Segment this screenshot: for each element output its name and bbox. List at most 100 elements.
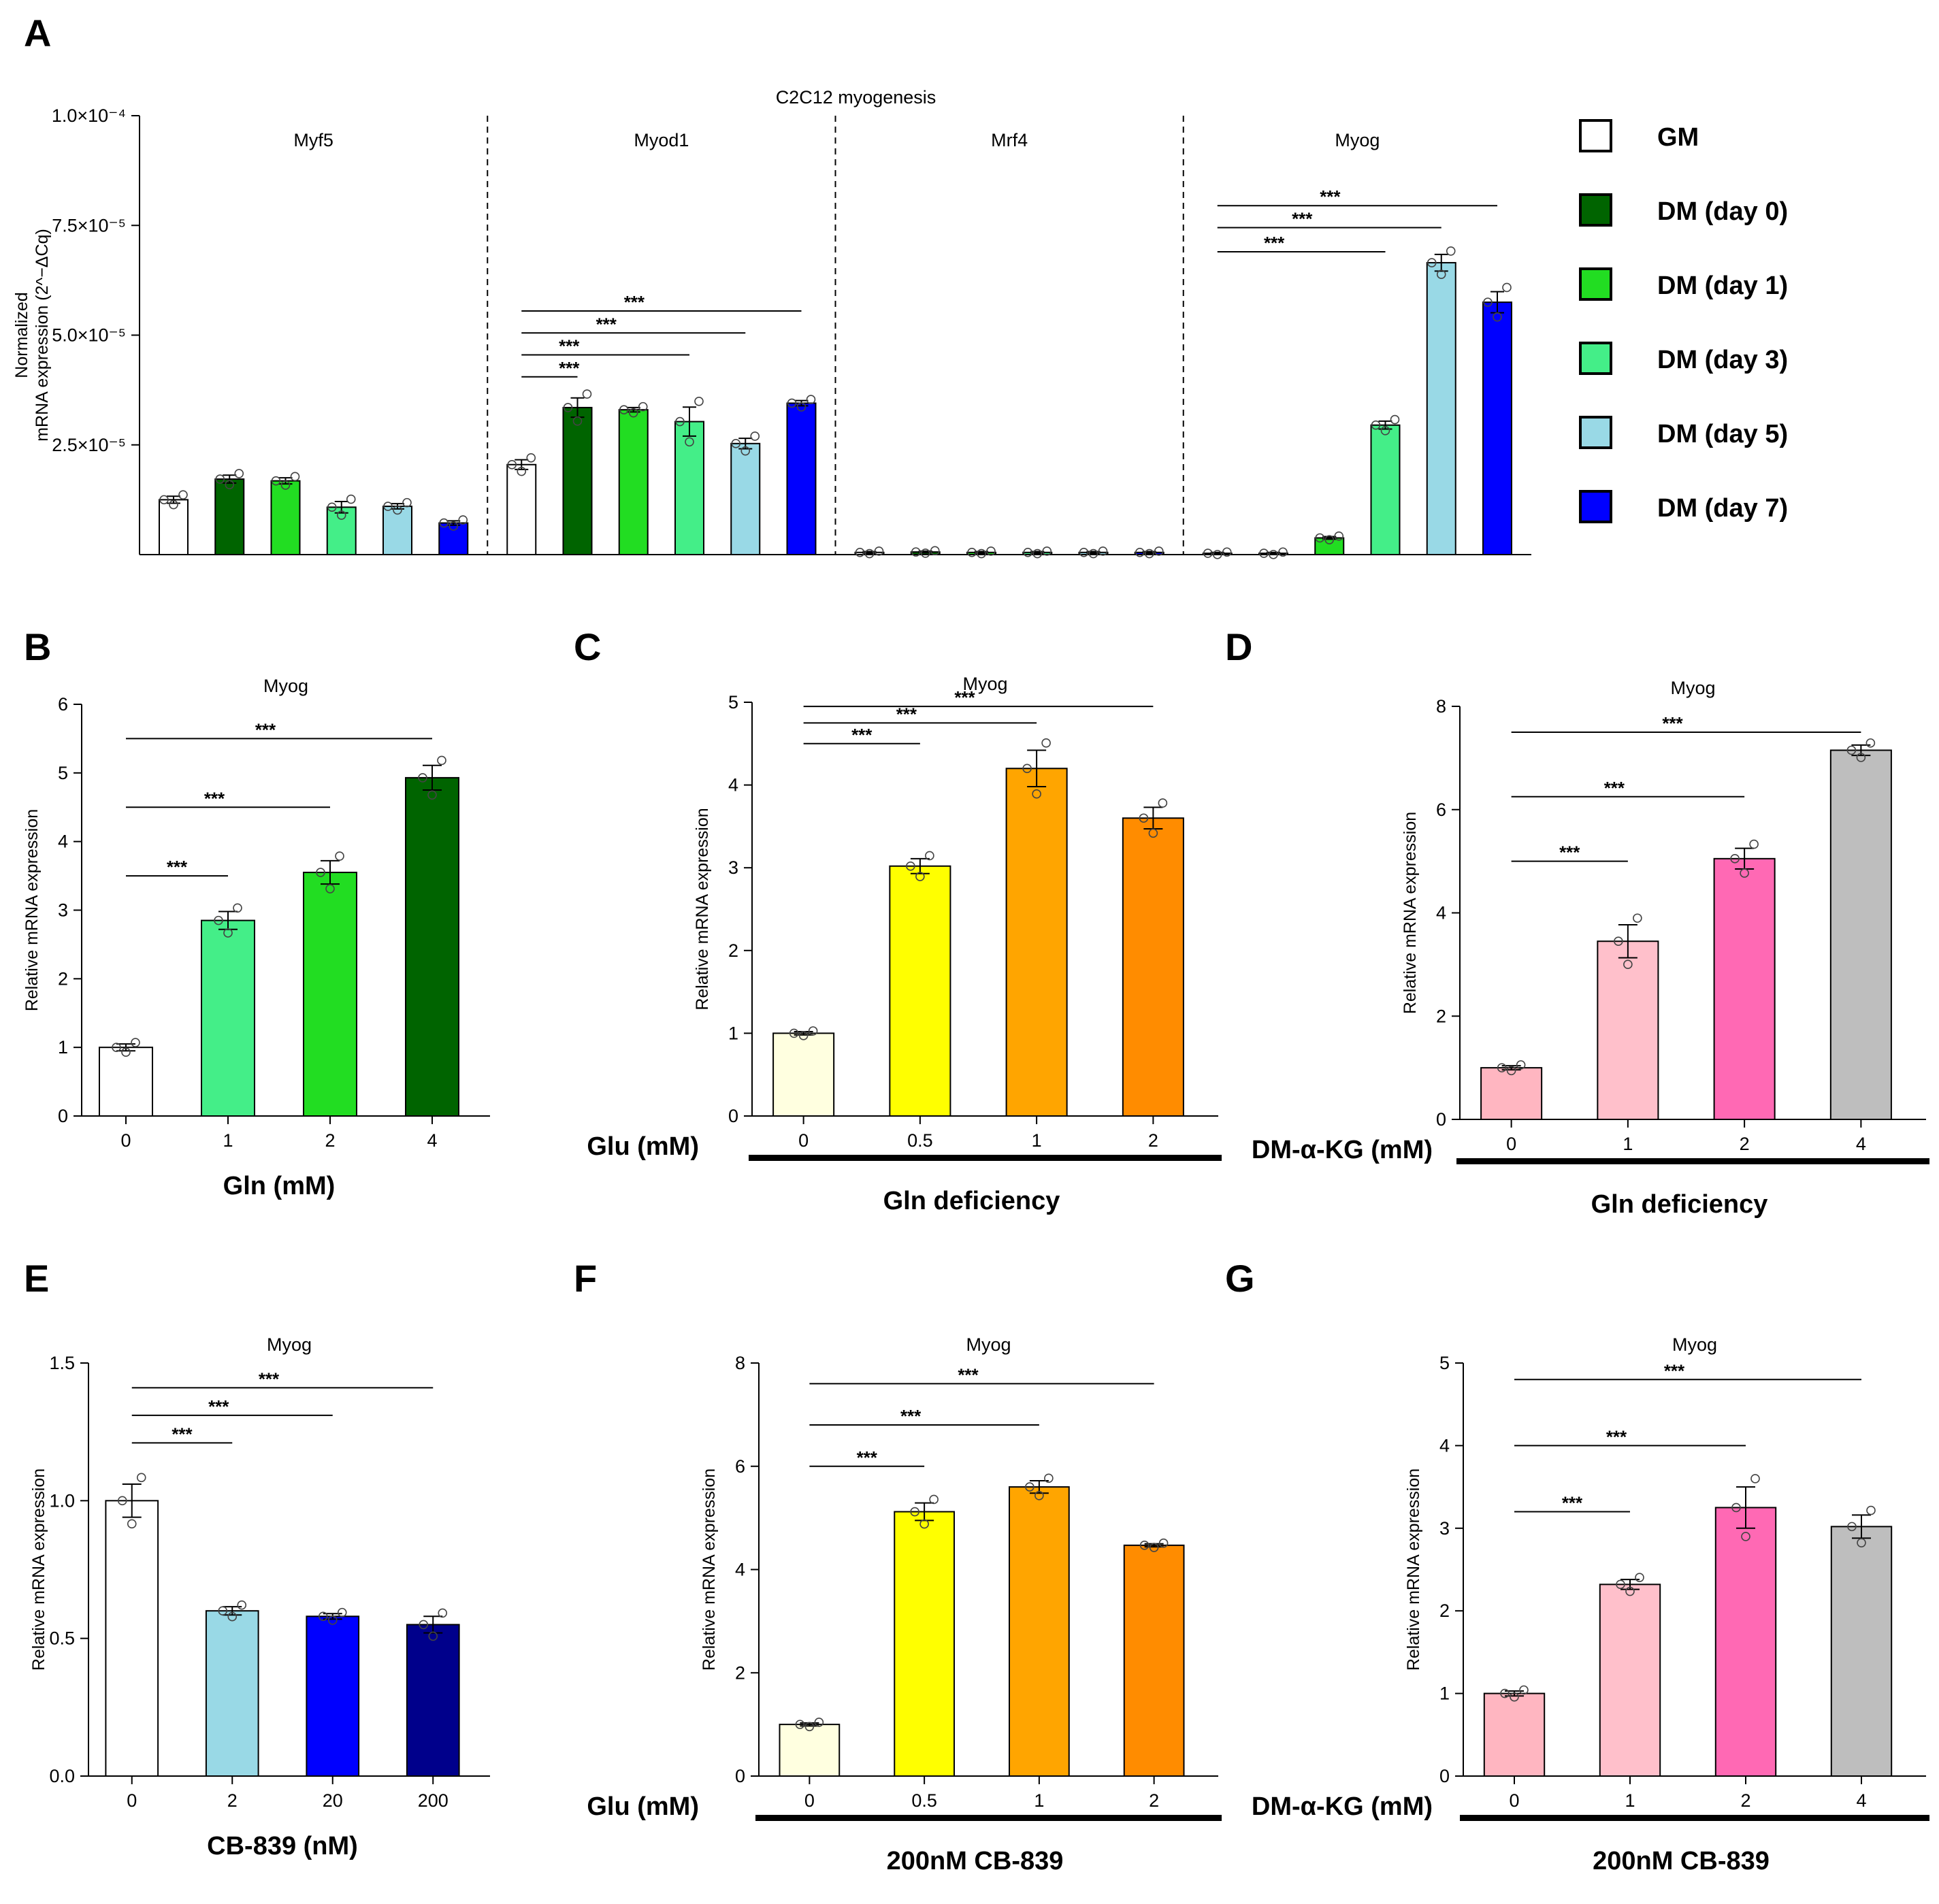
bar [1830, 1526, 1893, 1777]
data-point [1278, 547, 1288, 557]
y-tick-label: 6 [735, 1456, 745, 1477]
data-point [1041, 738, 1051, 748]
data-point [911, 547, 921, 557]
data-point [1856, 753, 1866, 762]
bar [205, 1610, 259, 1777]
x-tick-label: 2 [1149, 1790, 1159, 1811]
y-tick-label: 3 [58, 900, 68, 921]
data-point [787, 398, 797, 408]
data-point [223, 928, 233, 938]
data-point [1740, 868, 1749, 878]
data-point [1032, 548, 1043, 559]
y-tick-label: 5 [58, 763, 68, 783]
data-point [402, 497, 412, 508]
legend-label: DM (day 3) [1657, 346, 1788, 374]
x-tick-label: 0 [1509, 1790, 1519, 1811]
data-point [1371, 420, 1381, 430]
data-point [517, 466, 527, 476]
data-point [855, 547, 865, 557]
data-point [563, 403, 573, 412]
x-tick-label: 1 [1625, 1790, 1635, 1811]
x-tick-label: 0.5 [907, 1130, 933, 1151]
significance-stars: *** [1606, 1426, 1627, 1447]
data-point [1079, 547, 1089, 557]
y-tick-label: 5 [1439, 1353, 1450, 1373]
significance-stars: *** [167, 857, 188, 877]
data-point [383, 502, 393, 511]
panel-label: C [574, 625, 601, 668]
data-point [1135, 547, 1145, 557]
data-point [112, 1043, 121, 1052]
data-point [638, 401, 648, 412]
data-point [449, 521, 459, 531]
bar [618, 409, 649, 556]
bar [894, 1511, 955, 1777]
bar [730, 442, 761, 555]
bar [779, 1724, 841, 1777]
x-tick-label: 2 [1740, 1790, 1750, 1811]
data-point [1324, 535, 1335, 544]
data-point [218, 1606, 228, 1615]
legend-swatch [1579, 193, 1612, 227]
data-point [1032, 789, 1041, 799]
y-tick-label: 2.5×10⁻⁵ [52, 435, 126, 455]
y-tick-label: 1.0 [49, 1490, 75, 1511]
data-point [418, 773, 427, 783]
bar [214, 478, 245, 555]
data-point [1203, 548, 1213, 558]
panel-label: D [1225, 625, 1252, 668]
condition-bar [1460, 1815, 1929, 1821]
data-point [1022, 764, 1032, 774]
bar [1714, 1507, 1777, 1777]
bar [270, 480, 301, 556]
panel-e: E 0.0 0.5 1.0 1.5 Relative mRNA expression Myo… [24, 1257, 490, 1860]
chart-title: C2C12 myogenesis [776, 87, 936, 108]
significance-stars: *** [559, 336, 580, 357]
y-tick-label: 1.0×10⁻⁴ [52, 105, 126, 126]
data-point [740, 446, 751, 456]
x-prefix-label: DM-α-KG (mM) [1252, 1792, 1433, 1821]
data-point [1493, 312, 1502, 322]
bar [1426, 262, 1456, 555]
significance-stars: *** [208, 1396, 229, 1417]
x-axis-label: Gln (mM) [223, 1172, 336, 1200]
data-point [915, 872, 925, 881]
data-point [798, 1031, 809, 1040]
data-point [227, 1611, 238, 1622]
y-tick-label: 1 [728, 1023, 738, 1043]
data-point [804, 1722, 815, 1732]
data-point [225, 480, 235, 489]
data-point [1334, 531, 1344, 541]
data-point [215, 474, 225, 484]
significance-stars: *** [958, 1364, 979, 1385]
data-point [214, 915, 223, 925]
data-point [619, 405, 629, 414]
y-axis-label: Relative mRNA expression [22, 809, 42, 1011]
data-point [280, 480, 291, 490]
y-tick-label: 4 [1436, 903, 1446, 923]
data-point [438, 1608, 448, 1618]
data-point [1222, 547, 1232, 557]
panel-label: G [1225, 1257, 1255, 1300]
data-point [437, 755, 446, 766]
significance-stars: *** [900, 1406, 922, 1426]
significance-stars: *** [851, 725, 873, 745]
chart-title: Myog [1672, 1334, 1717, 1355]
data-point [1633, 913, 1642, 923]
legend-swatch [1579, 267, 1612, 301]
legend-swatch [1579, 490, 1612, 523]
chart-title: Myog [962, 674, 1007, 694]
data-point [1158, 798, 1168, 808]
data-point [1741, 1532, 1750, 1541]
bar [1829, 749, 1892, 1120]
x-tick-label: 2 [325, 1130, 335, 1151]
x-tick-label: 4 [427, 1130, 437, 1151]
y-tick-label: 2 [1439, 1601, 1450, 1621]
data-point [1315, 533, 1325, 543]
x-tick-label: 1 [1034, 1790, 1044, 1811]
legend-label: DM (day 0) [1657, 197, 1788, 226]
bar [1009, 1486, 1070, 1777]
data-point [1044, 1473, 1054, 1483]
significance-stars: *** [857, 1447, 878, 1468]
significance-stars: *** [954, 687, 975, 708]
